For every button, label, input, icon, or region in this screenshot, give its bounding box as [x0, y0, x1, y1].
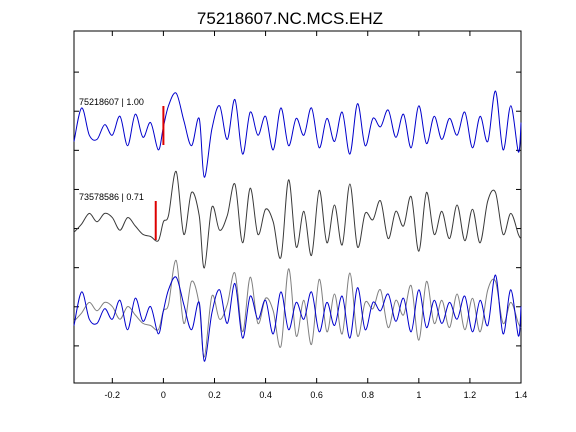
- y-tick-group: [74, 71, 521, 347]
- x-tick-label: 1: [416, 390, 421, 400]
- x-tick-group: -0.2 0 0.2 0.4 0.6 0.8 1 1.2 1.4: [105, 31, 528, 400]
- x-tick-label: 0: [161, 390, 166, 400]
- plot-frame: [73, 30, 522, 384]
- trace-label-group: 75218607 | 1.00 73578586 | 0.71: [79, 97, 144, 202]
- trace-label-panel-1: 75218607 | 1.00: [79, 97, 144, 107]
- trace-neighbor-panel-3: [73, 259, 522, 358]
- x-tick-label: 0.6: [310, 390, 323, 400]
- trace-group: [73, 90, 522, 362]
- pick-marker-group: [154, 106, 165, 240]
- x-tick-label: 1.4: [515, 390, 528, 400]
- x-tick-label: 0.2: [208, 390, 221, 400]
- x-tick-label: 0.8: [361, 390, 374, 400]
- trace-master-panel-3: [73, 274, 522, 362]
- chart-title: 75218607.NC.MCS.EHZ: [197, 9, 383, 28]
- x-tick-label: 0.4: [259, 390, 272, 400]
- trace-neighbor-panel-2: [73, 170, 522, 269]
- trace-label-panel-2: 73578586 | 0.71: [79, 192, 144, 202]
- x-tick-label: 1.2: [464, 390, 477, 400]
- trace-master-panel-1: [73, 90, 522, 178]
- x-tick-label: -0.2: [105, 390, 121, 400]
